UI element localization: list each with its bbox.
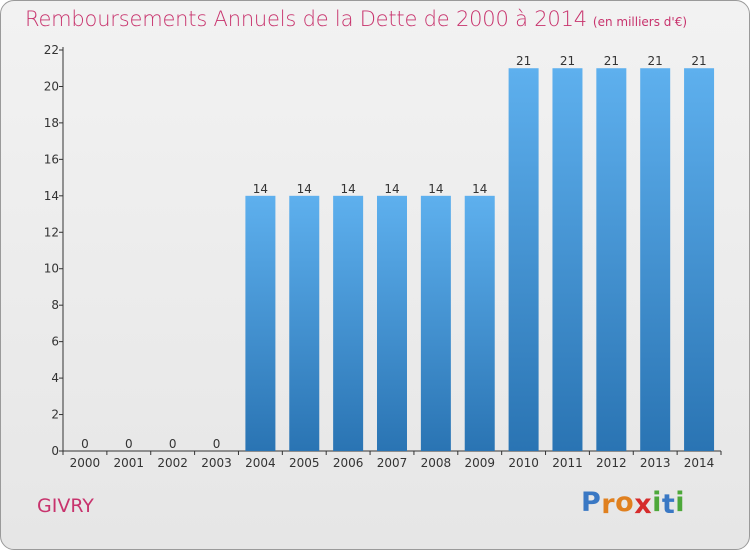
bars [245,68,715,452]
value-label: 21 [560,54,575,68]
value-label: 14 [428,182,443,196]
bar [596,68,627,452]
logo-letter: i [675,487,686,518]
x-tick-label: 2009 [464,456,495,470]
logo-letter: o [615,487,635,518]
x-tick-label: 2011 [552,456,583,470]
logo-letter: i [652,487,662,518]
y-tick-label: 10 [44,262,59,276]
commune-name: GIVRY [37,495,94,517]
value-label: 0 [169,437,177,451]
bar [508,68,539,452]
proxiti-logo: Proxiti [581,487,686,520]
chart-title: Remboursements Annuels de la Dette de 20… [25,7,687,31]
value-label: 21 [604,54,619,68]
bar [640,68,671,452]
x-tick-label: 2012 [596,456,627,470]
y-tick-label: 4 [51,371,59,385]
x-tick-label: 2000 [70,456,101,470]
x-tick-label: 2010 [508,456,539,470]
value-label: 21 [648,54,663,68]
y-tick-label: 2 [51,408,59,422]
y-tick-label: 6 [51,335,59,349]
value-label: 14 [472,182,487,196]
y-tick-label: 8 [51,298,59,312]
x-tick-label: 2001 [114,456,145,470]
x-tick-label: 2002 [157,456,188,470]
y-tick-label: 18 [44,116,59,130]
value-label: 14 [384,182,399,196]
logo-letter: t [661,489,676,520]
logo-letter: r [601,489,616,520]
bar [420,195,451,451]
x-tick-label: 2003 [201,456,232,470]
bar [289,195,320,451]
logo-letter: P [581,487,602,518]
x-tick-label: 2005 [289,456,320,470]
bar [377,195,407,451]
bar [333,195,364,451]
y-tick-label: 16 [44,152,59,166]
axes: 0 2 4 6 8 10 12 14 16 18 20 22 2000 2001 2002 2003 2004 2… [44,43,722,470]
x-tick-label: 2006 [333,456,364,470]
value-label: 0 [125,437,133,451]
x-tick-label: 2013 [640,456,671,470]
value-label: 14 [340,182,355,196]
x-tick-label: 2004 [245,456,276,470]
logo-letter: x [634,489,653,520]
value-label: 14 [297,182,312,196]
bar [684,68,715,452]
value-labels: 0 0 0 0 14 14 14 14 14 14 21 21 21 21 21 [81,54,707,451]
x-tick-label: 2014 [684,456,715,470]
bar [552,68,583,452]
x-tick-label: 2008 [421,456,452,470]
title-text: Remboursements Annuels de la Dette de 20… [25,7,587,31]
bar [464,195,495,451]
x-tick-label: 2007 [377,456,408,470]
unit-text: (en milliers d'€) [592,15,688,29]
y-tick-label: 22 [44,43,59,57]
value-label: 0 [213,437,221,451]
value-label: 21 [516,54,531,68]
value-label: 14 [253,182,268,196]
y-tick-label: 12 [44,225,59,239]
y-tick-label: 20 [44,79,59,93]
value-label: 0 [81,437,89,451]
value-label: 21 [691,54,706,68]
y-tick-label: 14 [44,189,59,203]
y-tick-label: 0 [51,444,59,458]
bar [245,195,276,451]
